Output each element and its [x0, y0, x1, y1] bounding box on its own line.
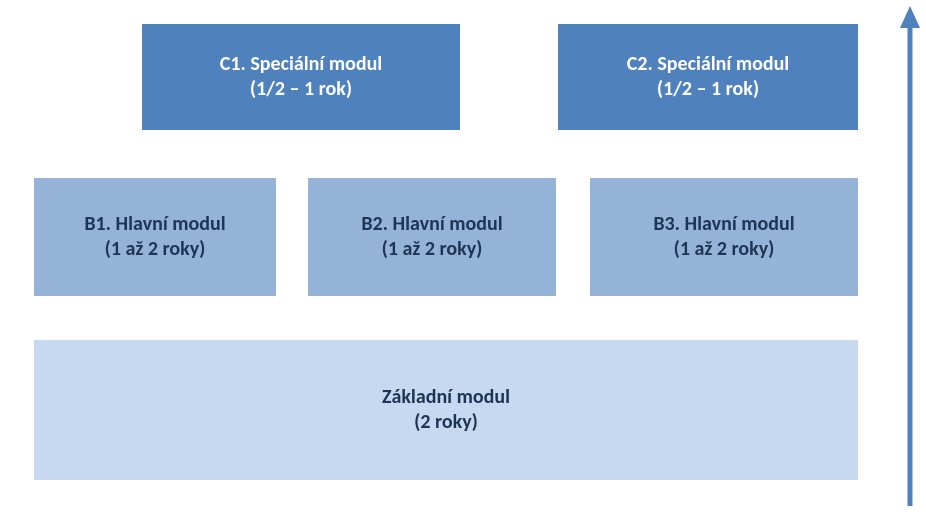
box-c2-sub: (1/2 – 1 rok) [657, 77, 759, 102]
box-c1-sub: (1/2 – 1 rok) [250, 77, 352, 102]
box-a-base-module: Základní modul (2 roky) [34, 340, 858, 480]
box-b3-main-module: B3. Hlavní modul (1 až 2 roky) [590, 178, 858, 296]
box-b1-main-module: B1. Hlavní modul (1 až 2 roky) [34, 178, 276, 296]
box-a-title: Základní modul [382, 385, 510, 410]
box-c1-title: C1. Speciální modul [220, 52, 382, 77]
box-b3-sub: (1 až 2 roky) [674, 237, 775, 262]
box-b3-title: B3. Hlavní modul [653, 212, 794, 237]
box-b1-title: B1. Hlavní modul [84, 212, 225, 237]
box-b2-title: B2. Hlavní modul [361, 212, 502, 237]
box-c2-special-module: C2. Speciální modul (1/2 – 1 rok) [558, 24, 858, 130]
diagram-stage: C1. Speciální modul (1/2 – 1 rok) C2. Sp… [0, 0, 926, 512]
box-b2-sub: (1 až 2 roky) [382, 237, 483, 262]
box-b2-main-module: B2. Hlavní modul (1 až 2 roky) [308, 178, 556, 296]
box-b1-sub: (1 až 2 roky) [105, 237, 206, 262]
box-c2-title: C2. Speciální modul [627, 52, 789, 77]
box-a-sub: (2 roky) [414, 410, 478, 435]
box-c1-special-module: C1. Speciální modul (1/2 – 1 rok) [142, 24, 460, 130]
upward-arrow-icon [900, 6, 920, 506]
